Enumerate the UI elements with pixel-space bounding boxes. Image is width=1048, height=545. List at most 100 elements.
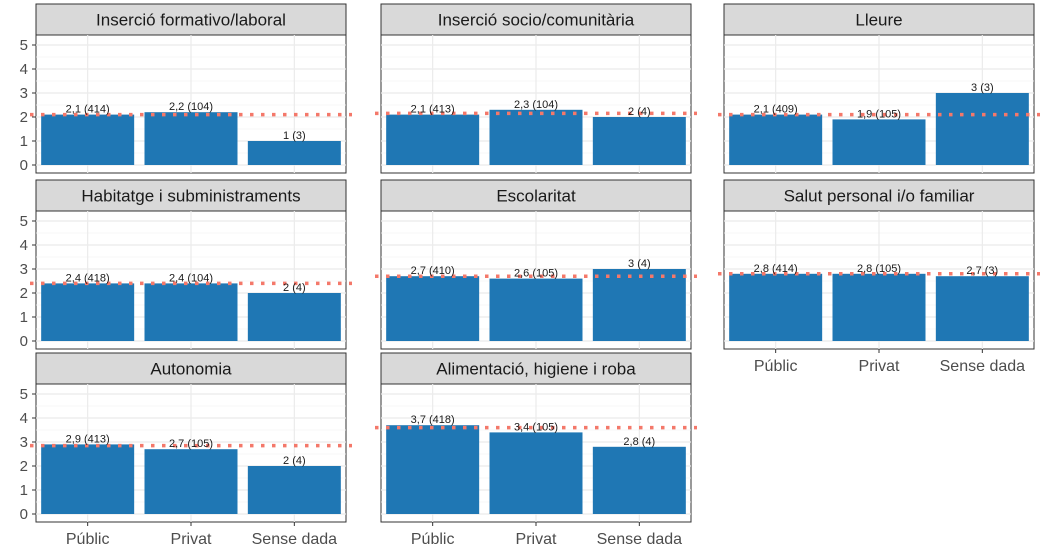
bar-value-label: 2,9 (413) [66, 433, 110, 445]
bar [41, 283, 135, 341]
y-tick-label: 4 [20, 237, 28, 254]
bar-value-label: 2,1 (409) [754, 104, 798, 116]
x-tick-label: Privat [859, 358, 900, 375]
bar [489, 432, 583, 514]
facet-strip [723, 3, 1035, 36]
bar [729, 273, 823, 341]
facet-strip [35, 3, 347, 36]
bar-value-label: 2,3 (104) [514, 99, 558, 111]
bar-value-label: 2 (4) [283, 455, 306, 467]
facet-panel: Habitatge i subministraments 0 1 2 3 4 5 2,4 (4… [20, 179, 352, 350]
bar-value-label: 2,2 (104) [169, 101, 213, 113]
x-tick-label: Sense dada [252, 531, 338, 545]
bar-value-label: 2,8 (105) [857, 263, 901, 275]
y-tick-label: 5 [20, 37, 28, 54]
facet-panel: Lleure 2,1 (409) 1,9 (105) 3 (3) [718, 3, 1040, 174]
facet-title: Habitatge i subministraments [81, 187, 300, 206]
bar-value-label: 2,4 (418) [66, 272, 110, 284]
y-tick-label: 2 [20, 285, 28, 302]
y-tick-label: 5 [20, 386, 28, 403]
x-tick-label: Sense dada [597, 531, 683, 545]
y-tick-label: 0 [20, 506, 28, 523]
y-tick-label: 1 [20, 309, 28, 326]
facet-strip [380, 352, 692, 385]
bar [832, 119, 926, 165]
bar [144, 283, 238, 341]
bar-value-label: 2,7 (3) [966, 265, 998, 277]
facet-panel: Inserció formativo/laboral 0 1 2 3 4 5 2,1 (414… [20, 3, 352, 174]
y-tick-label: 4 [20, 61, 28, 78]
bar [144, 112, 238, 165]
bar [592, 117, 686, 165]
facet-title: Inserció formativo/laboral [96, 11, 286, 30]
bar-value-label: 2,4 (104) [169, 272, 213, 284]
bar [41, 114, 135, 165]
bar [386, 114, 480, 165]
facet-strip [35, 352, 347, 385]
facet-panel: Escolaritat 2,7 (410) 2,6 (105) 3 (4) [375, 179, 697, 350]
facet-strip [723, 179, 1035, 212]
y-tick-label: 3 [20, 85, 28, 102]
bar [144, 449, 238, 514]
bar [247, 293, 341, 341]
bar-value-label: 2,8 (4) [623, 436, 655, 448]
facet-title: Alimentació, higiene i roba [436, 360, 636, 379]
bar-value-label: 2 (4) [628, 106, 651, 118]
facet-title: Lleure [855, 11, 902, 30]
y-tick-label: 3 [20, 261, 28, 278]
x-tick-label: Sense dada [940, 358, 1026, 375]
facet-title: Escolaritat [496, 187, 576, 206]
facet-panel: Salut personal i/o familiar 2,8 (414) 2,8 … [718, 179, 1040, 375]
facet-title: Inserció socio/comunitària [438, 11, 635, 30]
bar [832, 273, 926, 341]
x-tick-label: Privat [516, 531, 557, 545]
bar [386, 425, 480, 514]
bar-value-label: 2,7 (410) [411, 265, 455, 277]
y-tick-label: 1 [20, 482, 28, 499]
bar [489, 278, 583, 341]
bar-value-label: 2,7 (105) [169, 438, 213, 450]
x-tick-label: Públic [754, 358, 798, 375]
y-tick-label: 1 [20, 133, 28, 150]
facet-strip [380, 179, 692, 212]
bar [935, 276, 1029, 341]
y-tick-label: 0 [20, 157, 28, 174]
panels-layer: Inserció formativo/laboral 0 1 2 3 4 5 2,1 (414… [20, 3, 1040, 545]
facet-strip [35, 179, 347, 212]
x-tick-label: Privat [171, 531, 212, 545]
bar-value-label: 2,1 (413) [411, 104, 455, 116]
bar-value-label: 3,7 (418) [411, 414, 455, 426]
bar-value-label: 2,8 (414) [754, 263, 798, 275]
facet-panel: Alimentació, higiene i roba 3,7 (418) 3,4 … [375, 352, 697, 545]
x-tick-label: Públic [411, 531, 455, 545]
y-tick-label: 4 [20, 410, 28, 427]
bar-value-label: 3 (3) [971, 82, 994, 94]
y-tick-label: 2 [20, 458, 28, 475]
bar [41, 444, 135, 514]
bar-value-label: 3,4 (105) [514, 421, 558, 433]
facet-panel: Inserció socio/comunitària 2,1 (413) 2,3 (… [375, 3, 697, 174]
bar [592, 446, 686, 514]
bar-value-label: 2 (4) [283, 282, 306, 294]
x-tick-label: Públic [66, 531, 110, 545]
facet-strip [380, 3, 692, 36]
bar [935, 93, 1029, 165]
bar [592, 269, 686, 341]
bar [489, 109, 583, 165]
bar-value-label: 3 (4) [628, 258, 651, 270]
bar-value-label: 1,9 (105) [857, 108, 901, 120]
bar [247, 466, 341, 514]
bar-value-label: 2,6 (105) [514, 268, 558, 280]
bar-value-label: 2,1 (414) [66, 104, 110, 116]
facet-title: Autonomia [150, 360, 232, 379]
facet-panel: Autonomia 0 1 2 3 4 5 2,9 (413) 2,7 (105) 2 (4) Pú… [20, 352, 352, 545]
bar [247, 141, 341, 165]
bar-value-label: 1 (3) [283, 130, 306, 142]
bar [729, 114, 823, 165]
bar [386, 276, 480, 341]
y-tick-label: 3 [20, 434, 28, 451]
facet-title: Salut personal i/o familiar [784, 187, 975, 206]
y-tick-label: 0 [20, 333, 28, 350]
y-tick-label: 2 [20, 109, 28, 126]
